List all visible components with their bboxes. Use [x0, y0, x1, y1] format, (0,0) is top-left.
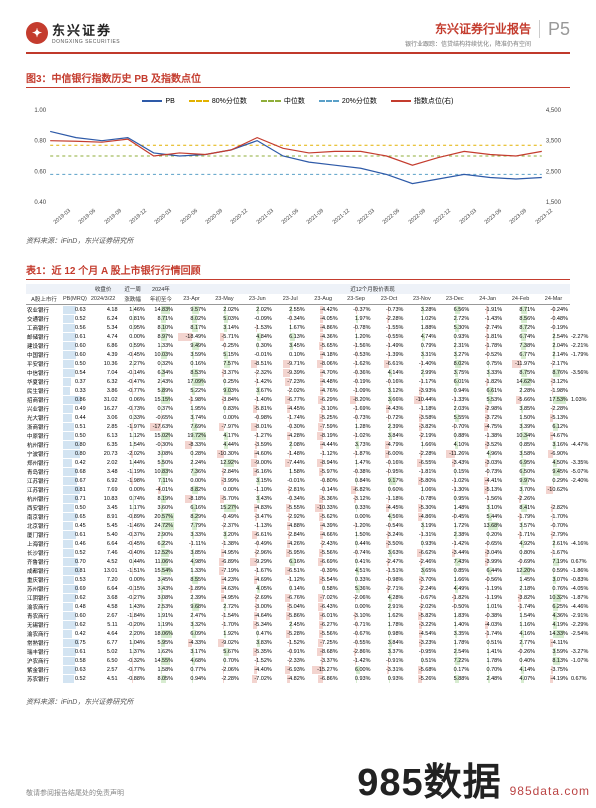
report-title: 东兴证券行业报告 — [405, 20, 531, 37]
logo-icon: ✦ — [26, 22, 48, 44]
table-row: 青岛银行0.683.48-1.19%10.83%7.36%-2.84%-6.16… — [26, 467, 570, 476]
figure-source: 资料来源：iFinD，东兴证券研究所 — [26, 236, 570, 246]
table-row: 杭州银行0.806.351.54%-0.30%-8.33%4.44%-3.59%… — [26, 440, 570, 449]
logo-block: ✦ 东兴证券 DONGXING SECURITIES — [26, 20, 120, 45]
watermark-main: 985数据 — [357, 751, 501, 806]
logo-en: DONGXING SECURITIES — [52, 39, 120, 45]
table-row: 兴业银行0.4916.27-0.73%0.37%1.95%0.83%-5.81%… — [26, 404, 570, 413]
table-row: 北京银行0.455.45-1.46%24.72%7.79%-2.37%-1.13… — [26, 521, 570, 530]
table-row: 苏农银行0.524.51-0.88%8.05%0.94%-2.28%-7.02%… — [26, 674, 570, 683]
table-row: 紫金银行0.632.57-0.77%1.58%0.77%-2.06%-4.40%… — [26, 665, 570, 674]
col-header: A股上市行 — [26, 294, 62, 305]
table-row: 招商银行0.8631.020.06%15.15%-1.98%-3.84%-1.4… — [26, 395, 570, 404]
logo-cn: 东兴证券 — [52, 20, 120, 39]
table-row: 平安银行0.5010.362.27%0.32%0.16%7.57%-8.51%-… — [26, 359, 570, 368]
col-header: 23-Jul — [274, 294, 307, 305]
col-header: PB(MRQ) — [62, 294, 88, 305]
legend-item: 20%分位数 — [319, 96, 377, 106]
table-row: 华夏银行0.376.32-0.47%2.43%17.09%0.25%-1.42%… — [26, 377, 570, 386]
table-row: 瑞丰银行0.615.021.37%1.62%3.17%5.67%-5.35%-0… — [26, 647, 570, 656]
svg-text:3,500: 3,500 — [546, 139, 562, 145]
legend-item: 指数点位(右) — [391, 96, 454, 106]
figure-title: 图3：中信银行指数历史 PB 及指数点位 — [26, 70, 570, 88]
col-header: 23-Dec — [438, 294, 471, 305]
table-row: 中信银行0.547.04-0.14%6.34%8.53%-3.37%-2.32%… — [26, 368, 570, 377]
table-row: 长沙银行0.527.46-0.40%12.52%3.85%-4.95%-2.96… — [26, 548, 570, 557]
col-header: 24-Feb — [504, 294, 537, 305]
svg-text:0.40: 0.40 — [34, 200, 46, 206]
pb-index-chart: PB 80%分位数 中位数 20%分位数 指数点位(右) 0.40 0.60 0.80 1.0… — [26, 92, 570, 222]
svg-text:1,500: 1,500 — [546, 200, 562, 206]
table-source: 资料来源：iFinD，东兴证券研究所 — [26, 697, 570, 707]
col-header: 2024/3/22 — [88, 294, 119, 305]
table-row: 齐鲁银行0.704.520.44%11.06%4.98%-6.89%-9.29%… — [26, 557, 570, 566]
table-row: 中原银行0.506.131.12%15.02%19.72%4.17%-1.27%… — [26, 431, 570, 440]
footer-disclaimer: 敬请参阅报告结尾处的免责声明 — [26, 788, 124, 798]
table-row: 宁波银行0.8020.73-2.02%3.08%0.28%-10.30%-4.6… — [26, 449, 570, 458]
table-row: 南京银行0.658.91-0.89%20.57%8.29%-0.49%-3.47… — [26, 512, 570, 521]
table-row: 农业银行0.634.181.46%14.83%9.57%2.02%2.02%2.… — [26, 305, 570, 315]
table-row: 重庆银行0.537.200.00%3.45%8.55%-4.23%-4.69%-… — [26, 575, 570, 584]
page-header: ✦ 东兴证券 DONGXING SECURITIES 东兴证券行业报告 银行业跟… — [26, 20, 570, 54]
svg-text:2,500: 2,500 — [546, 169, 562, 175]
svg-text:1.00: 1.00 — [34, 108, 46, 114]
table-row: 渝农商行0.484.581.43%2.53%9.68%2.72%-3.00%-5… — [26, 602, 570, 611]
returns-table: 收盘价近一周2024年近12个月股价表现 A股上市行PB(MRQ)2024/3/… — [26, 284, 570, 683]
table-row: 上海银行0.466.64-0.45%6.22%-1.11%-1.38%-0.49… — [26, 539, 570, 548]
table-row: 渝农商行0.424.642.20%18.06%6.09%1.92%0.47%-5… — [26, 629, 570, 638]
svg-text:0.80: 0.80 — [34, 139, 46, 145]
col-header: 23-Nov — [405, 294, 438, 305]
table-row: 江阴银行0.623.68-0.27%3.08%2.39%-4.95%-2.69%… — [26, 593, 570, 602]
table-row: 沪农商行0.586.50-0.32%14.55%4.68%0.70%-1.52%… — [26, 656, 570, 665]
table-row: 西安银行0.503.451.17%3.60%6.16%15.27%-4.83%-… — [26, 503, 570, 512]
table-row: 浙商银行0.512.85-1.97%-17.63%7.69%-7.97%-8.0… — [26, 422, 570, 431]
report-subtitle: 银行业跟踪：信贷结构持续优化，降准仍有空间 — [405, 39, 531, 48]
col-header: 23-Aug — [307, 294, 340, 305]
col-header: 23-Oct — [373, 294, 406, 305]
table-row: 建设银行0.606.860.59%1.33%9.49%-0.25%0.30%3.… — [26, 341, 570, 350]
table-row: 杭州银行0.7110.830.74%8.19%-8.18%-5.70%3.43%… — [26, 494, 570, 503]
table-row: 光大银行0.443.060.33%-0.65%3.74%0.00%-0.98%-… — [26, 413, 570, 422]
table-row: 青农商行0.602.67-1.84%1.91%2.47%-1.54%-4.64%… — [26, 611, 570, 620]
table-row: 常熟银行0.756.771.04%5.95%-4.33%-9.02%3.83%-… — [26, 638, 570, 647]
page-number: P5 — [539, 20, 570, 38]
col-header: 24-Mar — [537, 294, 570, 305]
table-row: 工商银行0.565.340.95%8.10%8.17%3.14%-1.53%1.… — [26, 323, 570, 332]
table-row: 中国银行0.604.39-0.45%10.03%3.59%5.15%-0.01%… — [26, 350, 570, 359]
svg-text:4,500: 4,500 — [546, 108, 562, 114]
col-header: 23-Sep — [340, 294, 373, 305]
watermark-sub: 985data.com — [510, 784, 590, 798]
table-row: 民生银行0.333.86-0.77%5.89%5.22%9.03%3.67%-2… — [26, 386, 570, 395]
col-header: 涨跌幅 — [119, 294, 147, 305]
table-row: 苏州银行0.696.64-0.15%3.43%-1.89%-4.63%4.05%… — [26, 584, 570, 593]
col-header: 年初至今 — [147, 294, 175, 305]
table-row: 郑州银行0.422.021.44%5.50%2.24%12.92%-9.00%-… — [26, 458, 570, 467]
watermark: 985数据 985data.com — [357, 751, 590, 806]
table-row: 无锡银行0.625.11-0.20%1.19%3.32%-1.70%-5.34%… — [26, 620, 570, 629]
legend-item: 中位数 — [261, 96, 305, 106]
svg-text:0.60: 0.60 — [34, 169, 46, 175]
table-title: 表1：近 12 个月 A 股上市银行行情回顾 — [26, 262, 570, 280]
col-header: 23-Apr — [175, 294, 208, 305]
table-row: 江苏银行0.817.690.00%-4.01%8.82%0.00%-1.10%-… — [26, 485, 570, 494]
table-row: 江苏银行0.676.92-1.98%7.11%0.00%-3.99%3.15%-… — [26, 476, 570, 485]
col-header: 23-Jun — [241, 294, 274, 305]
col-header: 23-May — [208, 294, 241, 305]
table-row: 厦门银行0.615.40-0.37%2.90%3.33%3.20%-6.61%-… — [26, 530, 570, 539]
table-row: 成都银行0.8113.01-1.51%15.54%1.33%-7.19%-1.6… — [26, 566, 570, 575]
table-row: 邮储银行0.614.740.00%8.97%-18.49%-5.71%4.84%… — [26, 332, 570, 341]
legend-item: 80%分位数 — [189, 96, 247, 106]
table-row: 交通银行0.526.240.81%8.71%8.02%5.03%-0.09%-0… — [26, 314, 570, 323]
legend-item: PB — [142, 96, 174, 106]
col-header: 24-Jan — [471, 294, 504, 305]
